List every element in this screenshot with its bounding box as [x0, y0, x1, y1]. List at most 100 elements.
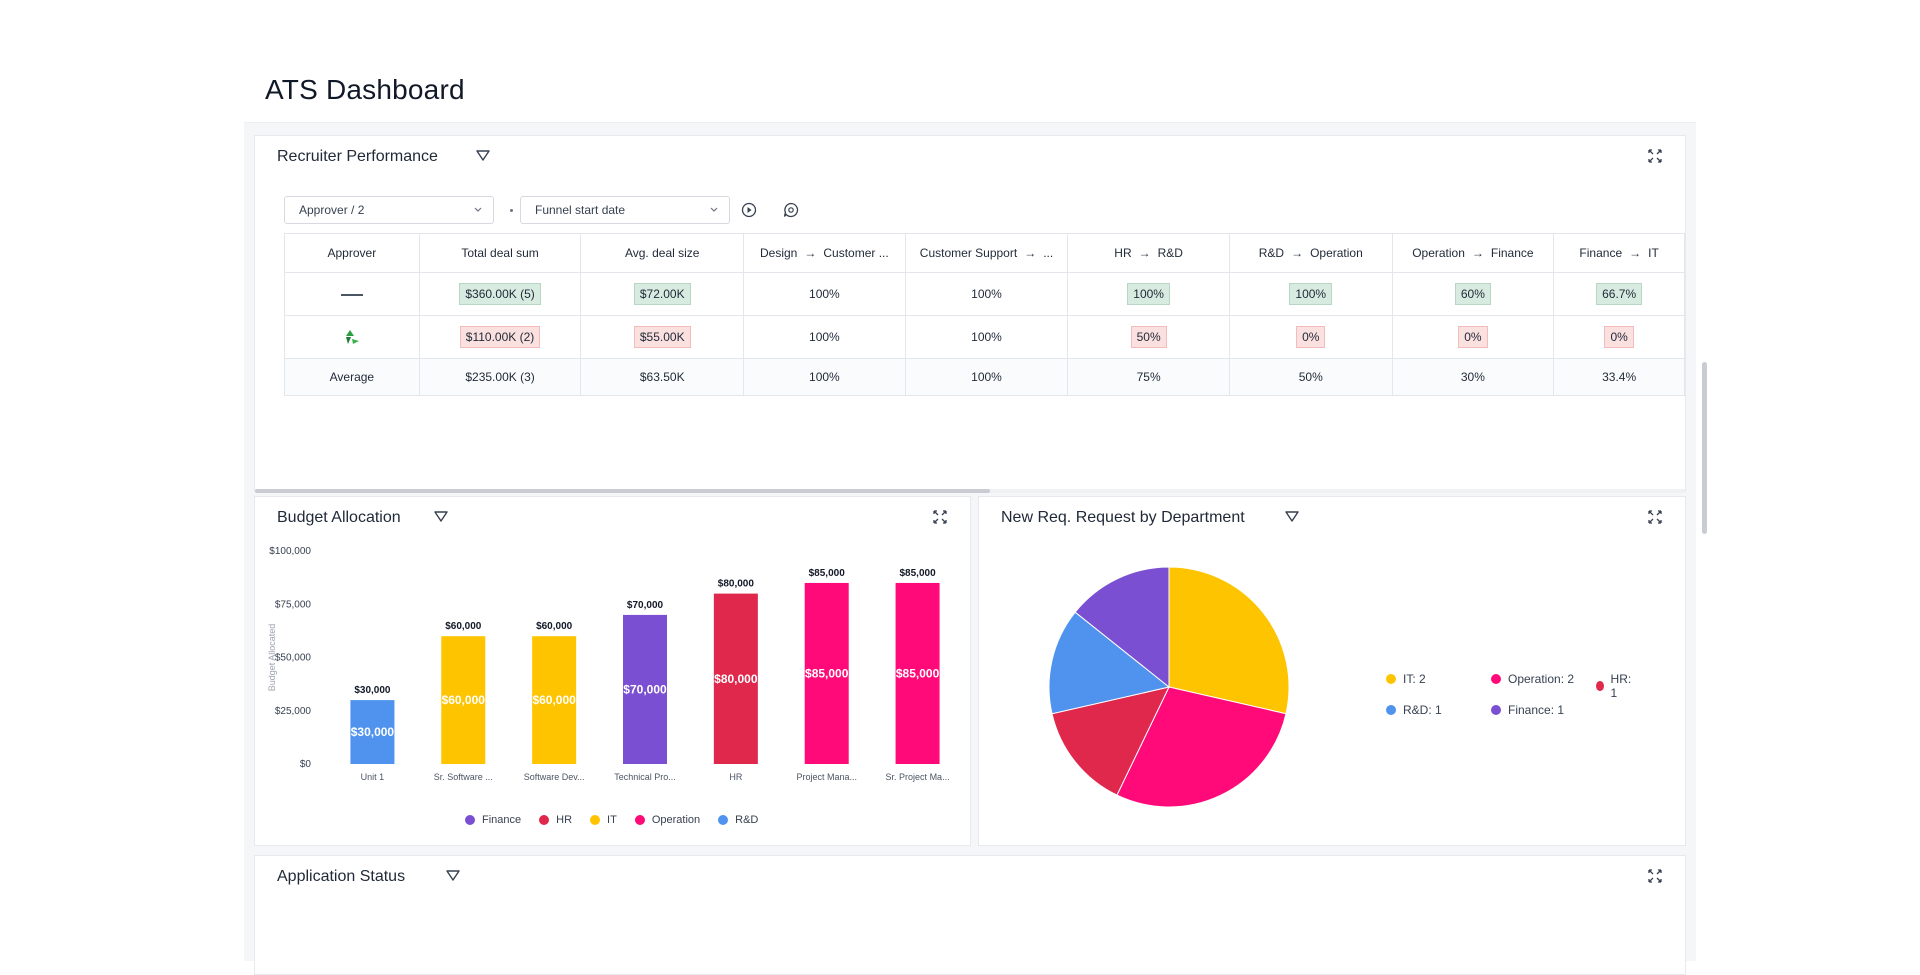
table-cell: 100% — [743, 272, 906, 316]
approver-cell: Average — [284, 358, 420, 396]
bar-inner-label: $30,000 — [351, 725, 395, 739]
expand-icon[interactable] — [932, 509, 948, 525]
bar-inner-label: $85,000 — [805, 666, 849, 680]
pie-slice — [1048, 611, 1171, 715]
metric-value: 33.4% — [1602, 370, 1637, 384]
bar — [532, 636, 577, 764]
arrow-right-icon: → — [1291, 246, 1304, 260]
legend-swatch — [718, 815, 729, 825]
arrow-right-icon: → — [1138, 246, 1151, 260]
table-cell: 100% — [1228, 272, 1393, 316]
filter-icon[interactable] — [475, 148, 491, 164]
table-cell: 75% — [1067, 358, 1230, 396]
table-cell: $235.00K (3) — [418, 358, 582, 396]
panel-header: Budget Allocation — [255, 497, 970, 537]
bar-inner-label: $85,000 — [896, 666, 940, 680]
date-dropdown[interactable]: Funnel start date — [520, 196, 730, 224]
column-header[interactable]: Total deal sum — [418, 233, 582, 273]
x-tick-label: HR — [729, 772, 742, 782]
table-cell: $360.00K (5) — [418, 272, 582, 316]
pie-slice — [1168, 566, 1290, 715]
bar-value-label: $30,000 — [354, 685, 391, 696]
table-cell: $72.00K — [580, 272, 745, 316]
legend-item[interactable]: Operation — [634, 814, 700, 826]
expand-icon[interactable] — [1647, 148, 1663, 164]
legend-item[interactable]: HR — [539, 814, 572, 826]
metric-value: 100% — [971, 330, 1002, 344]
arrow-right-icon: → — [1471, 246, 1484, 260]
vertical-scrollbar[interactable] — [1702, 362, 1707, 534]
column-header[interactable]: Finance → IT — [1553, 233, 1685, 273]
bar — [441, 636, 486, 764]
column-header[interactable]: Operation → Finance — [1391, 233, 1555, 273]
column-header[interactable]: R&D → Operation — [1228, 233, 1393, 273]
metric-pill: 50% — [1130, 326, 1167, 348]
x-tick-label: Project Mana... — [796, 772, 857, 782]
pie-slice — [1116, 686, 1287, 808]
x-tick-label: Sr. Project Ma... — [886, 772, 950, 782]
legend-label: IT: 2 — [1403, 672, 1426, 686]
bar — [713, 593, 758, 764]
refresh-icon[interactable] — [739, 200, 759, 220]
legend-label: Operation: 2 — [1508, 672, 1575, 686]
performance-table: Approver Total deal sum Avg. deal size D… — [284, 233, 1685, 396]
approver-cell — [284, 272, 420, 316]
table-row: $360.00K (5) $72.00K 100% 100% 100% 100% 60% 66… — [284, 272, 1685, 316]
column-header[interactable]: Approver — [284, 233, 420, 273]
legend-label: IT — [607, 814, 617, 826]
metric-pill: $110.00K (2) — [459, 326, 541, 348]
legend-item[interactable]: IT — [590, 814, 617, 826]
x-tick-label: Sr. Software ... — [434, 772, 493, 782]
legend-label: R&D — [735, 814, 759, 826]
bar-value-label: $80,000 — [718, 579, 755, 590]
y-tick-label: $0 — [300, 759, 312, 770]
column-header[interactable]: Customer Support →... — [904, 233, 1069, 273]
pie-slice — [1074, 566, 1170, 689]
legend-item[interactable]: HR: 1 — [1596, 672, 1634, 700]
bar-value-label: $85,000 — [899, 568, 936, 579]
filter-icon[interactable] — [433, 509, 449, 525]
metric-pill: 0% — [1458, 326, 1488, 348]
expand-icon[interactable] — [1647, 868, 1663, 884]
metric-value: $63.50K — [639, 370, 685, 384]
approver-dropdown[interactable]: Approver / 2 — [284, 196, 494, 224]
bar — [350, 700, 395, 764]
legend-swatch — [1596, 681, 1604, 691]
bar — [804, 582, 849, 764]
legend-item[interactable]: Operation: 2 — [1491, 672, 1574, 686]
column-header[interactable]: Design → Customer ... — [743, 233, 906, 273]
horizontal-scrollbar[interactable] — [255, 489, 990, 493]
legend-item[interactable]: Finance: 1 — [1491, 703, 1564, 717]
table-cell: 50% — [1067, 315, 1230, 359]
x-tick-label: Unit 1 — [361, 772, 385, 782]
legend-label: HR: 1 — [1610, 672, 1632, 700]
department-pie-chart — [1048, 566, 1290, 808]
legend-item[interactable]: IT: 2 — [1386, 672, 1426, 686]
bar — [895, 582, 940, 764]
expand-icon[interactable] — [1647, 509, 1663, 525]
legend-label: Finance: 1 — [1508, 703, 1565, 717]
column-header[interactable]: HR → R&D — [1067, 233, 1230, 273]
chevron-down-icon — [710, 207, 718, 212]
legend-item[interactable]: R&D: 1 — [1386, 703, 1442, 717]
application-status-panel: Application Status — [254, 855, 1686, 975]
metric-pill: 60% — [1454, 283, 1491, 305]
filter-icon[interactable] — [1284, 509, 1300, 525]
legend-item[interactable]: Finance — [465, 814, 521, 826]
legend-swatch — [465, 815, 475, 825]
average-row: Average $235.00K (3) $63.50K 100% 100% 75% 50%… — [284, 358, 1685, 396]
filter-icon[interactable] — [445, 868, 461, 884]
chevron-down-icon — [474, 207, 482, 212]
panel-title: Recruiter Performance — [277, 148, 438, 165]
table-header-row: Approver Total deal sum Avg. deal size D… — [284, 233, 1685, 273]
column-header[interactable]: Avg. deal size — [580, 233, 745, 273]
budget-bar-chart: $0 $25,000 $50,000 $75,000 $100,000 Budget Al… — [267, 546, 950, 782]
metric-value: $235.00K (3) — [465, 370, 535, 384]
legend-item[interactable]: R&D — [718, 814, 758, 826]
y-axis-label: Budget Allocated — [267, 624, 277, 692]
bar-value-label: $60,000 — [445, 621, 482, 632]
legend-swatch — [590, 815, 601, 825]
arrow-right-icon: → — [804, 246, 817, 260]
search-comment-icon[interactable] — [781, 200, 801, 220]
bar-value-label: $70,000 — [627, 600, 664, 611]
